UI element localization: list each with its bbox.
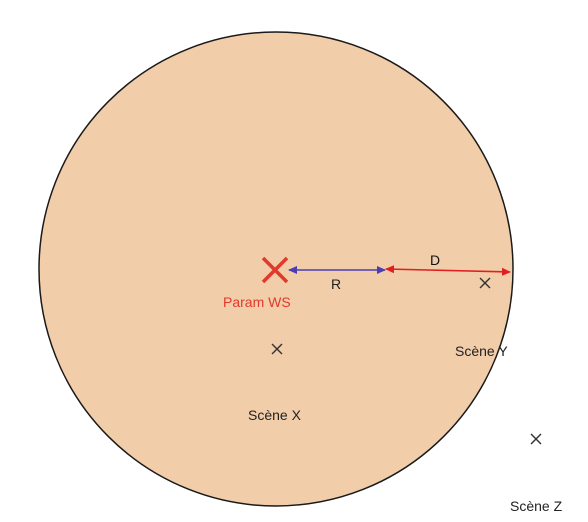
param-ws-cross-icon bbox=[261, 256, 289, 284]
scene-x-cross-icon bbox=[271, 343, 283, 355]
radius-label: R bbox=[331, 276, 341, 292]
scene-z-cross-icon bbox=[530, 433, 542, 445]
distance-arrow bbox=[385, 265, 511, 276]
scene-y-label: Scène Y bbox=[455, 343, 508, 359]
scene-z-label: Scène Z bbox=[510, 498, 563, 514]
scene-x-label: Scène X bbox=[248, 407, 302, 423]
scene-y-cross-icon bbox=[479, 277, 491, 289]
distance-label: D bbox=[430, 252, 440, 268]
param-ws-label: Param WS bbox=[223, 294, 291, 310]
